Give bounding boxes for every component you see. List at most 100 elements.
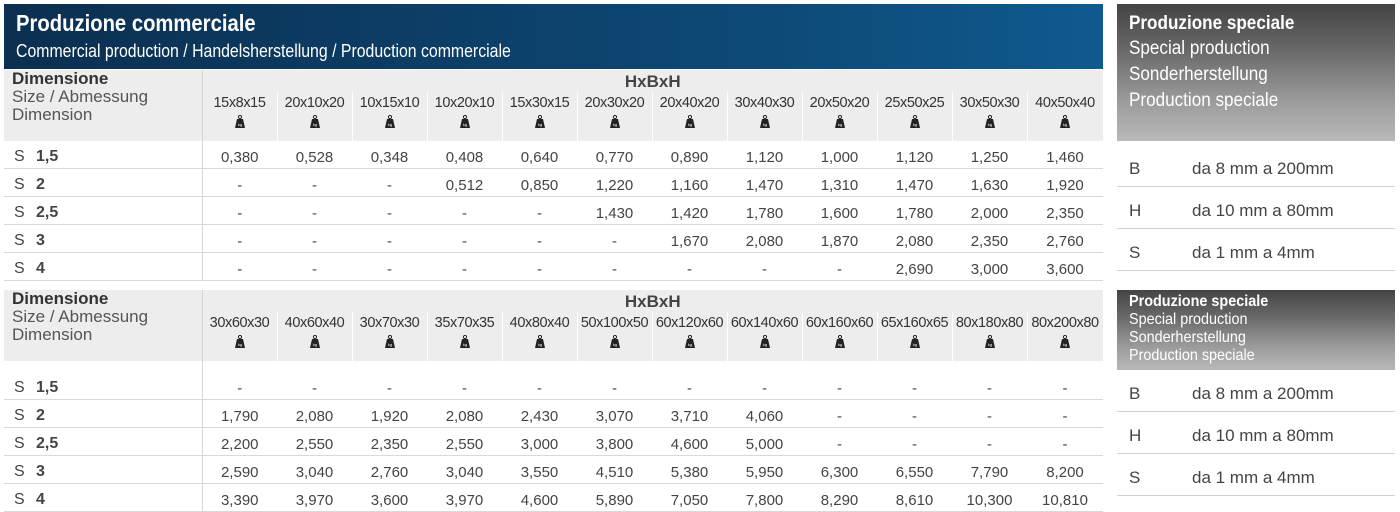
weight-cell: -	[802, 252, 877, 281]
size-label: 20x40x20	[659, 95, 720, 111]
weight-cell: -	[427, 372, 502, 400]
weight-cell: 5,890	[577, 483, 652, 512]
weight-cell: -	[427, 196, 502, 225]
weight-cell: 4,600	[652, 427, 727, 456]
weight-cell: 4,060	[727, 399, 802, 428]
kg-icon-text: kg	[762, 122, 766, 127]
table-row: S 3- - - - - -1,670 2,080 1,870 2,080 2,350 2,760	[4, 224, 1103, 253]
weight-cell: -	[277, 252, 352, 281]
table1-size-header: 20x10x20 kg	[277, 92, 353, 141]
kg-icon-text: kg	[312, 122, 316, 127]
size-label: 30x50x30	[959, 95, 1020, 111]
weight-cell: 0,512	[427, 168, 502, 197]
weight-cell: 2,350	[952, 224, 1027, 253]
weight-cell: 2,350	[1027, 196, 1103, 225]
weight-cell: -	[877, 372, 952, 400]
weight-cell: 3,710	[652, 399, 727, 428]
kg-icon-text: kg	[912, 122, 916, 127]
kg-weight-icon: kg	[834, 335, 845, 348]
thickness-value: 1,5	[36, 379, 59, 396]
size-label: 15x8x15	[213, 95, 266, 111]
weight-cell: -	[202, 196, 277, 225]
weight-cell: -	[952, 372, 1027, 400]
table-row: S 1,5- - - - - - - - - - - -	[4, 372, 1103, 400]
header-subtitle: Commercial production / Handelsherstellu…	[16, 41, 511, 61]
kg-weight-icon: kg	[609, 115, 620, 128]
weight-cell: 2,760	[1027, 224, 1103, 253]
special-production-fr-2: Production speciale	[1129, 347, 1255, 364]
table1-size-header: 20x30x20 kg	[577, 92, 653, 141]
kg-icon-text: kg	[387, 342, 391, 347]
special-production-title: Produzione speciale	[1129, 13, 1295, 34]
dimension-header-line2: Size / Abmessung	[12, 87, 149, 106]
kg-icon-text: kg	[237, 122, 241, 127]
weight-cell: 2,080	[727, 224, 802, 253]
weight-cell: -	[502, 372, 577, 400]
kg-weight-icon: kg	[984, 335, 995, 348]
dimension-header: Dimensione Size / Abmessung Dimension	[4, 290, 203, 361]
special-production-fr: Production speciale	[1129, 90, 1279, 111]
weight-cell: 4,600	[502, 483, 577, 512]
thickness-value: 2,5	[36, 204, 59, 221]
kg-icon-text: kg	[537, 342, 541, 347]
weight-cell: 6,300	[802, 455, 877, 484]
kg-weight-icon: kg	[759, 335, 770, 348]
weight-cell: 10,300	[952, 483, 1027, 512]
table1-size-header: 25x50x25 kg	[877, 92, 953, 141]
table1-size-header: 20x50x20 kg	[802, 92, 878, 141]
dimension-header: Dimensione Size / Abmessung Dimension	[4, 70, 203, 141]
size-label: 40x50x40	[1035, 95, 1095, 111]
table-row: S 3 2,590 3,040 2,760 3,040 3,550 4,510 5,380 5,9…	[4, 455, 1103, 484]
thickness-symbol: S	[14, 148, 25, 165]
thickness-value: 4	[36, 260, 45, 277]
table1-size-header: 10x20x10 kg	[427, 92, 503, 141]
kg-weight-icon: kg	[834, 115, 845, 128]
thickness-value: 3	[36, 232, 45, 249]
commercial-production-header: Produzione commerciale Commercial produc…	[4, 4, 1103, 69]
weight-cell: 0,890	[652, 141, 727, 169]
size-label: 25x50x25	[884, 95, 945, 111]
kg-icon-text: kg	[762, 342, 766, 347]
size-label: 20x30x20	[584, 95, 645, 111]
weight-cell: -	[352, 252, 427, 281]
weight-cell: 3,040	[277, 455, 352, 484]
table2-size-header: 40x60x40 kg	[277, 312, 353, 361]
weight-cell: 1,470	[727, 168, 802, 197]
weight-cell: 0,528	[277, 141, 352, 169]
weight-cell: -	[727, 372, 802, 400]
weight-cell: 1,790	[202, 399, 277, 428]
weight-cell: 8,200	[1027, 455, 1103, 484]
thickness-symbol: S	[14, 176, 25, 193]
kg-weight-icon: kg	[459, 115, 470, 128]
weight-cell: 2,430	[502, 399, 577, 428]
table2-size-header: 65x160x65 kg	[877, 312, 953, 361]
weight-cell: 1,460	[1027, 141, 1103, 169]
kg-icon-text: kg	[687, 342, 691, 347]
weight-cell: 1,120	[727, 141, 802, 169]
weight-cell: 1,000	[802, 141, 877, 169]
special-production-title-2: Produzione speciale	[1129, 293, 1269, 310]
table2-size-header: 35x70x35 kg	[427, 312, 503, 361]
size-label: 15x30x15	[509, 95, 570, 111]
weight-cell: -	[277, 196, 352, 225]
weight-cell: -	[877, 399, 952, 428]
weight-cell: -	[352, 372, 427, 400]
weight-cell: -	[427, 252, 502, 281]
weight-cell: 7,050	[652, 483, 727, 512]
kg-weight-icon: kg	[384, 335, 395, 348]
table2-size-header: 80x180x80 kg	[952, 312, 1028, 361]
size-label: 60x140x60	[730, 315, 799, 331]
weight-cell: -	[352, 224, 427, 253]
weight-cell: 3,040	[427, 455, 502, 484]
kg-icon-text: kg	[987, 122, 991, 127]
thickness-value: 2	[36, 407, 45, 424]
size-label: 10x20x10	[434, 95, 495, 111]
kg-weight-icon: kg	[534, 335, 545, 348]
weight-cell: -	[652, 372, 727, 400]
